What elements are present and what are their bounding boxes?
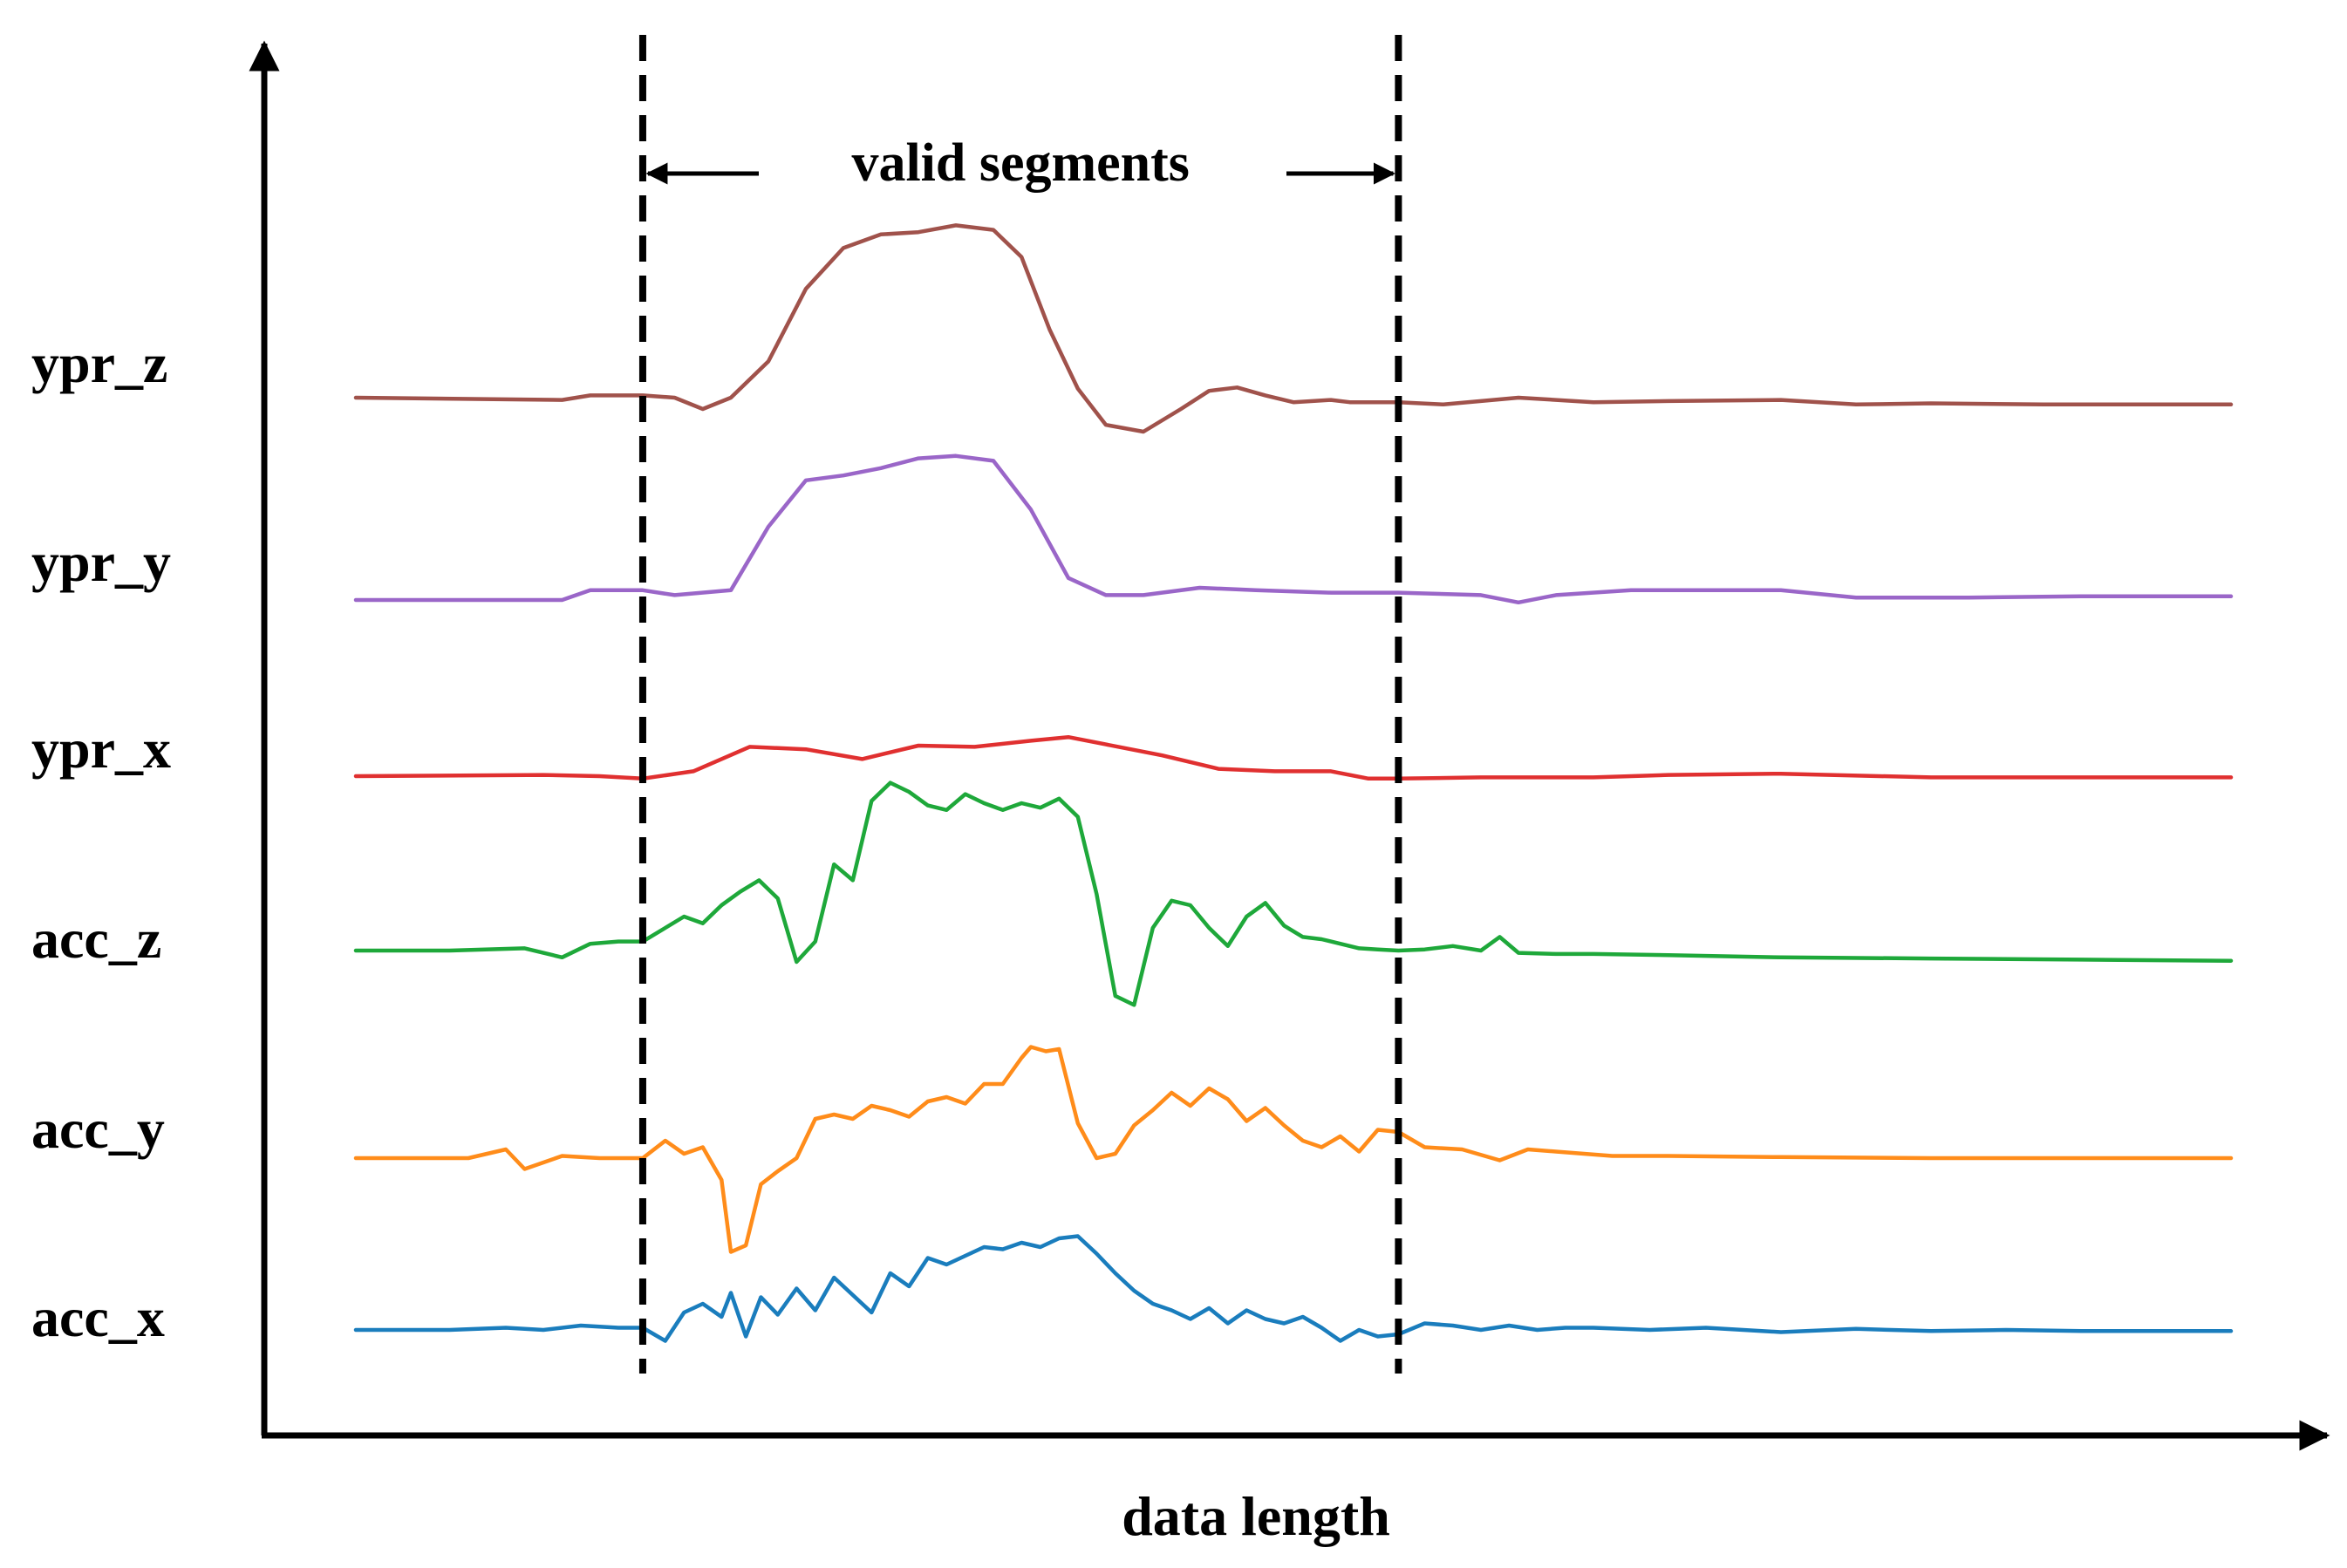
series-line-acc-y bbox=[353, 1045, 2234, 1254]
series-label-acc-z: acc_z bbox=[31, 908, 161, 970]
series-line-ypr-y bbox=[353, 453, 2234, 605]
series-label-acc-x: acc_x bbox=[31, 1286, 165, 1348]
series-line-acc-z bbox=[353, 781, 2234, 1007]
series-line-ypr-x bbox=[353, 734, 2234, 781]
series-line-acc-x bbox=[353, 1234, 2234, 1343]
series-line-ypr-z bbox=[353, 223, 2234, 434]
x-axis-title: data length bbox=[1122, 1485, 1390, 1547]
series-label-ypr-y: ypr_y bbox=[31, 531, 171, 593]
series-label-acc-y: acc_y bbox=[31, 1098, 165, 1160]
valid-segments-label: valid segments bbox=[851, 133, 1190, 193]
series-label-ypr-x: ypr_x bbox=[31, 718, 171, 780]
series-label-ypr-z: ypr_z bbox=[31, 332, 167, 394]
series-layer bbox=[353, 223, 2234, 1343]
series-label-layer: ypr_z ypr_y ypr_x acc_z acc_y acc_x bbox=[31, 332, 171, 1348]
